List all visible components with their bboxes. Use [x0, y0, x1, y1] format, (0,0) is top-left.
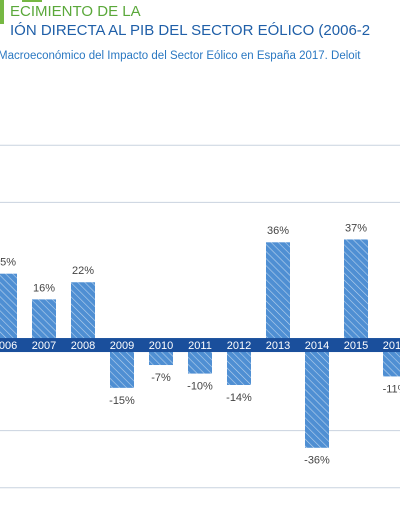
x-tick-label: 2009 — [110, 340, 134, 352]
title-line: ECIMIENTO DE LA — [10, 3, 141, 20]
zero-band — [0, 338, 400, 353]
bar — [305, 345, 329, 448]
value-label: 36% — [267, 225, 289, 237]
x-tick-label: 2016 — [383, 340, 400, 352]
subtitle: Macroeconómico del Impacto del Sector Eó… — [0, 50, 361, 62]
x-tick-label: 2015 — [344, 340, 368, 352]
bar — [344, 239, 368, 346]
x-tick-label: 2012 — [227, 340, 251, 352]
x-tick-label: 2010 — [149, 340, 173, 352]
value-label: 22% — [72, 265, 94, 277]
x-tick-label: 2013 — [266, 340, 290, 352]
bar — [32, 299, 56, 346]
x-tick-label: 2008 — [71, 340, 95, 352]
value-label: -36% — [304, 455, 330, 467]
x-tick-label: 2011 — [188, 340, 212, 352]
bar — [0, 273, 17, 346]
bar — [71, 282, 95, 346]
value-label: -10% — [187, 380, 213, 392]
value-label: 16% — [33, 282, 55, 294]
value-label: -14% — [226, 392, 252, 404]
bar — [383, 345, 400, 377]
title-line: IÓN DIRECTA AL PIB DEL SECTOR EÓLICO (20… — [10, 22, 370, 39]
accent-bar — [0, 0, 4, 24]
x-tick-label: 2006 — [0, 340, 17, 352]
bar — [110, 345, 134, 388]
x-tick-label: 2014 — [305, 340, 329, 352]
value-label: -11% — [383, 383, 400, 395]
value-label: 37% — [345, 222, 367, 234]
bar — [266, 242, 290, 346]
value-label: -15% — [109, 395, 135, 407]
value-label: 25% — [0, 257, 16, 269]
value-label: -7% — [151, 372, 171, 384]
x-tick-label: 2007 — [32, 340, 56, 352]
